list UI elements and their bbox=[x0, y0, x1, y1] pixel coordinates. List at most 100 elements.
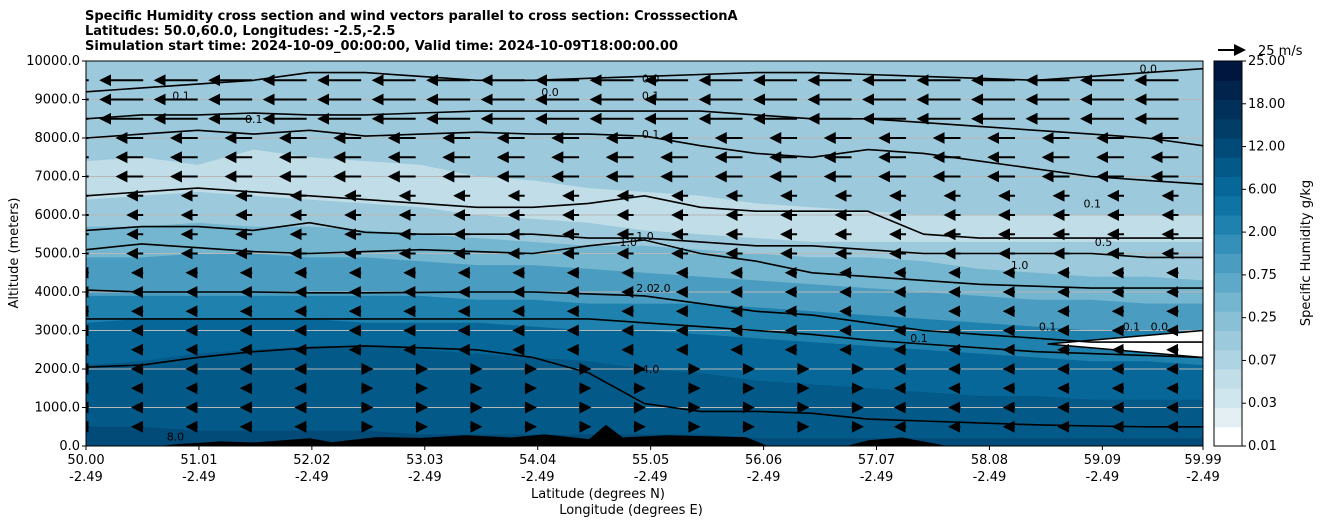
x-tick-label-lon: -2.49 bbox=[521, 470, 555, 485]
colorbar-tick-label: 2.00 bbox=[1248, 225, 1277, 240]
colorbar-segment bbox=[1214, 272, 1242, 293]
dry-wedge bbox=[1047, 329, 1203, 359]
x-tick-label-lat: 56.06 bbox=[745, 453, 782, 468]
contour-label: 1.0 bbox=[620, 236, 638, 249]
x-axis-label-2: Longitude (degrees E) bbox=[559, 503, 703, 518]
contour-label: 0.5 bbox=[1095, 236, 1113, 249]
contour-label: 1.0 bbox=[1011, 259, 1029, 272]
x-tick-label-lat: 59.09 bbox=[1084, 453, 1121, 468]
contour-label: 2.0 bbox=[653, 282, 671, 295]
colorbar-tick-label: 0.25 bbox=[1248, 311, 1277, 326]
contour-1.0 bbox=[86, 239, 1203, 289]
contour-label: 0.0 bbox=[1139, 63, 1157, 76]
contour-label: 8.0 bbox=[167, 430, 185, 443]
y-tick-label: 6000.0 bbox=[35, 208, 81, 223]
colorbar-tick-label: 0.07 bbox=[1248, 353, 1277, 368]
x-tick-label-lon: -2.49 bbox=[860, 470, 894, 485]
x-tick-label-lat: 50.00 bbox=[67, 453, 104, 468]
colorbar-segment bbox=[1214, 138, 1242, 158]
contour-2.0 bbox=[86, 318, 1203, 359]
contour-0.1 bbox=[86, 129, 1203, 185]
x-tick-label-lon: -2.49 bbox=[408, 470, 442, 485]
x-tick-label-lat: 59.99 bbox=[1184, 453, 1221, 468]
contour-label: 0.0 bbox=[642, 72, 660, 85]
colorbar-segment bbox=[1214, 99, 1242, 120]
colorbar: 0.01 0.03 0.07 0.25 0.75 2.00 6.00 12.00 18.00 25… bbox=[1213, 54, 1285, 454]
y-tick-label: 10000.0 bbox=[26, 54, 80, 69]
colorbar-segment bbox=[1214, 407, 1242, 428]
x-tick-label-lon: -2.49 bbox=[69, 470, 103, 485]
contour-label: 0.1 bbox=[1084, 197, 1102, 210]
y-tick-label: 7000.0 bbox=[35, 170, 81, 185]
x-axis-label: Latitude (degrees N) bbox=[531, 487, 665, 502]
colorbar-tick-label: 0.01 bbox=[1248, 439, 1277, 454]
contour-0.5 bbox=[86, 187, 1203, 239]
contour-label: 0.1 bbox=[1123, 321, 1141, 334]
x-tick-label-lat: 57.07 bbox=[858, 453, 895, 468]
colorbar-tick-label: 18.00 bbox=[1248, 97, 1285, 112]
contour-label: 0.1 bbox=[1039, 321, 1057, 334]
colorbar-frame bbox=[1213, 60, 1243, 447]
contour-label: 1.0 bbox=[636, 230, 654, 243]
x-tick-label-lon: -2.49 bbox=[973, 470, 1007, 485]
colorbar-segment bbox=[1214, 118, 1242, 139]
axes: 0.0 1000.0 2000.0 3000.0 4000.0 5000.0 6000.0 7… bbox=[26, 54, 1221, 485]
x-tick-label-lat: 53.03 bbox=[406, 453, 443, 468]
colorbar-segment bbox=[1214, 176, 1242, 197]
colorbar-tick-label: 0.75 bbox=[1248, 268, 1277, 283]
colorbar-segment bbox=[1214, 80, 1242, 100]
x-tick-label-lat: 55.05 bbox=[632, 453, 669, 468]
wind-reference-label: 25 m/s bbox=[1258, 44, 1303, 59]
y-tick-label: 1000.0 bbox=[35, 401, 81, 416]
contour-label: 0.0 bbox=[541, 86, 559, 99]
colorbar-segment bbox=[1214, 292, 1242, 312]
y-tick-label: 4000.0 bbox=[35, 285, 81, 300]
colorbar-tick-label: 25.00 bbox=[1248, 54, 1285, 69]
y-tick-label: 8000.0 bbox=[35, 131, 81, 146]
contour-1.0b bbox=[86, 221, 1203, 259]
chart-title-line-3: Simulation start time: 2024-10-09_00:00:… bbox=[85, 39, 678, 54]
colorbar-segment bbox=[1214, 234, 1242, 254]
y-tick-label: 0.0 bbox=[59, 439, 80, 454]
colorbar-segment bbox=[1214, 311, 1242, 331]
x-tick-label-lat: 51.01 bbox=[180, 453, 217, 468]
x-tick-label-lon: -2.49 bbox=[1086, 470, 1120, 485]
y-axis-label: Altitude (meters) bbox=[7, 198, 22, 309]
contour-label: 0.1 bbox=[910, 332, 928, 345]
colorbar-segment bbox=[1214, 426, 1242, 447]
y-tick-label: 3000.0 bbox=[35, 324, 81, 339]
y-tick-label: 5000.0 bbox=[35, 247, 81, 262]
terrain bbox=[86, 424, 1203, 446]
colorbar-label: Specific Humidity g/kg bbox=[1299, 180, 1314, 326]
colorbar-segment bbox=[1214, 61, 1242, 81]
x-tick-label-lon: -2.49 bbox=[747, 470, 781, 485]
x-tick-label-lon: -2.49 bbox=[295, 470, 329, 485]
y-tick-label: 9000.0 bbox=[35, 93, 81, 108]
colorbar-tick-label: 0.03 bbox=[1248, 396, 1277, 411]
colorbar-segment bbox=[1214, 253, 1242, 274]
x-tick-label-lon: -2.49 bbox=[634, 470, 668, 485]
x-tick-label-lat: 52.02 bbox=[293, 453, 330, 468]
colorbar-tick-label: 12.00 bbox=[1248, 140, 1285, 155]
colorbar-segment bbox=[1214, 157, 1242, 177]
x-tick-label-lat: 58.08 bbox=[971, 453, 1008, 468]
chart-title-line-1: Specific Humidity cross section and wind… bbox=[85, 9, 738, 24]
contour-label: 4.0 bbox=[642, 363, 660, 376]
plot-area: 0.00.10.10.10.1 0.01.0 1.02.0 2.04.08.00.00… bbox=[86, 61, 1203, 446]
colorbar-segment bbox=[1214, 330, 1242, 351]
chart-title-line-2: Latitudes: 50.0,60.0, Longitudes: -2.5,-… bbox=[85, 24, 396, 39]
colorbar-tick-label: 6.00 bbox=[1248, 182, 1277, 197]
y-tick-label: 2000.0 bbox=[35, 362, 81, 377]
colorbar-segment bbox=[1214, 369, 1242, 389]
contour-label: 0.1 bbox=[245, 113, 263, 126]
colorbar-segment bbox=[1214, 388, 1242, 408]
x-tick-label-lat: 54.04 bbox=[519, 453, 556, 468]
contour-label: 0.1 bbox=[642, 90, 660, 103]
x-tick-label-lon: -2.49 bbox=[182, 470, 216, 485]
contour-label: 0.0 bbox=[1151, 321, 1169, 334]
contour-label: 0.1 bbox=[642, 128, 660, 141]
contour-label: 2.0 bbox=[636, 282, 654, 295]
colorbar-segment bbox=[1214, 215, 1242, 235]
colorbar-segment bbox=[1214, 195, 1242, 216]
